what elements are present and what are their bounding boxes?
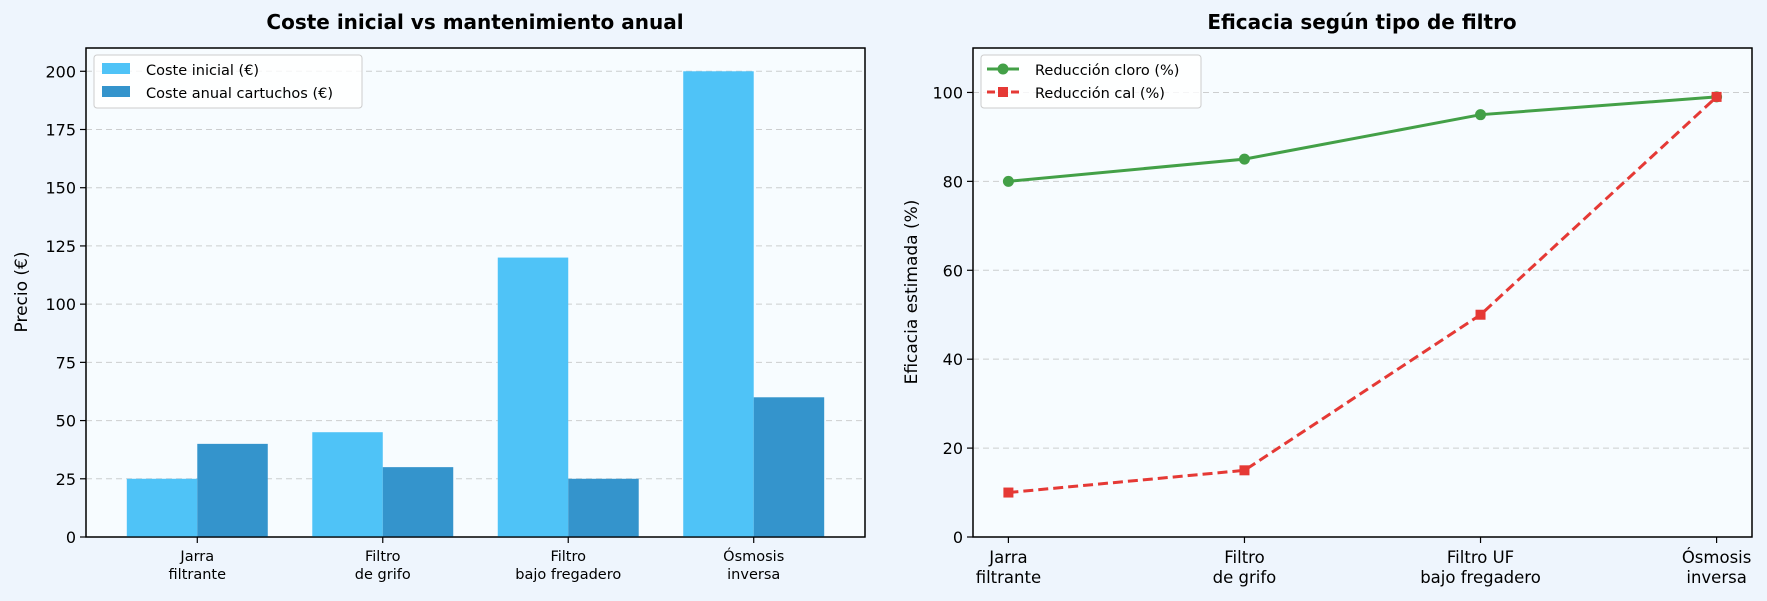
cost-y-tick-label: 125 — [45, 237, 76, 256]
legend-label-limescale: Reducción cal (%) — [1035, 86, 1165, 102]
efficacy-y-tick-label: 20 — [943, 439, 963, 458]
cost-x-tick-label: Filtro — [365, 549, 401, 565]
initial-cost-bar — [312, 432, 383, 537]
cost-x-tick-label: filtrante — [169, 567, 227, 583]
limescale-point — [1239, 465, 1250, 476]
efficacy-y-tick-label: 40 — [943, 350, 963, 369]
cost-x-tick-label: Jarra — [179, 549, 214, 565]
cost-x-tick-label: bajo fregadero — [515, 567, 621, 583]
efficacy-x-tick-label: Ósmosis — [1682, 548, 1752, 567]
cost-bars — [126, 71, 825, 538]
initial-cost-bar — [683, 71, 754, 538]
efficacy-plot-area — [972, 47, 1753, 538]
efficacy-chart-title: Eficacia según tipo de filtro — [1207, 10, 1516, 34]
cost-y-tick-label: 50 — [56, 412, 76, 431]
cost-chart-title: Coste inicial vs mantenimiento anual — [266, 10, 683, 34]
cost-y-tick-label: 25 — [56, 470, 76, 489]
efficacy-y-tick-label: 60 — [943, 261, 963, 280]
chlorine-point — [1238, 153, 1250, 165]
limescale-series-line — [1008, 95, 1718, 495]
cost-y-tick-label: 0 — [66, 528, 76, 547]
cost-x-tick-label: Ósmosis — [723, 547, 784, 565]
chlorine-point — [1475, 109, 1487, 121]
efficacy-legend: Reducción cloro (%) Reducción cal (%) — [980, 54, 1202, 109]
efficacy-x-tick-label: Filtro UF — [1447, 548, 1514, 567]
annual-cost-bar — [568, 478, 639, 537]
efficacy-x-tick-label: Jarra — [988, 548, 1027, 567]
legend-label-chlorine: Reducción cloro (%) — [1035, 63, 1179, 79]
legend-marker-limescale — [998, 87, 1008, 97]
legend-label-initial-cost: Coste inicial (€) — [146, 63, 259, 79]
limescale-point — [1003, 487, 1014, 498]
cost-x-tick-label: inversa — [727, 567, 780, 583]
chlorine-point — [1002, 175, 1014, 187]
efficacy-y-tick-label: 100 — [932, 83, 963, 102]
efficacy-x-tick-label: bajo fregadero — [1420, 568, 1541, 587]
cost-y-tick-label: 75 — [56, 353, 76, 372]
initial-cost-bar — [126, 478, 198, 537]
legend-swatch-initial-cost — [102, 63, 130, 74]
cost-x-tick-label: Filtro — [550, 549, 586, 565]
cost-legend: Coste inicial (€) Coste anual cartuchos … — [93, 54, 363, 109]
cost-legend-box — [93, 54, 363, 109]
cost-y-ticks: 0 25 50 75 100 125 150 175 200 — [45, 62, 86, 547]
limescale-point — [1711, 91, 1722, 102]
limescale-point — [1475, 309, 1486, 320]
efficacy-y-axis-label: Eficacia estimada (%) — [902, 200, 922, 385]
cost-y-tick-label: 200 — [45, 62, 76, 81]
efficacy-y-ticks: 0 20 40 60 80 100 — [932, 83, 973, 547]
efficacy-x-tick-label: inversa — [1686, 568, 1746, 587]
legend-marker-chlorine — [997, 63, 1009, 75]
legend-swatch-annual-cost — [102, 86, 130, 97]
efficacy-x-tick-label: de grifo — [1213, 568, 1277, 587]
efficacy-x-tick-label: Filtro — [1224, 548, 1264, 567]
cost-bar-chart: 0 25 50 75 100 125 150 175 200 Jarra filtrante Fil… — [12, 10, 866, 583]
legend-label-annual-cost: Coste anual cartuchos (€) — [146, 86, 333, 102]
cost-plot-frame — [85, 47, 866, 538]
efficacy-x-tick-label: filtrante — [976, 568, 1041, 587]
efficacy-plot-frame — [972, 47, 1753, 538]
annual-cost-bar — [382, 467, 454, 537]
annual-cost-bar — [197, 443, 268, 537]
annual-cost-bar — [753, 397, 825, 537]
efficacy-lines — [1002, 91, 1723, 498]
efficacy-y-tick-label: 0 — [953, 528, 963, 547]
initial-cost-bar — [497, 257, 569, 537]
cost-x-ticks: Jarra filtrante Filtro de grifo Filtro bajo f… — [169, 537, 784, 583]
cost-y-tick-label: 150 — [45, 179, 76, 198]
efficacy-legend-box — [980, 54, 1202, 109]
cost-x-tick-label: de grifo — [355, 567, 411, 583]
cost-y-tick-label: 100 — [45, 295, 76, 314]
cost-y-axis-label: Precio (€) — [12, 252, 32, 333]
cost-y-tick-label: 175 — [45, 121, 76, 140]
chlorine-series-line — [1008, 95, 1717, 183]
efficacy-y-tick-label: 80 — [943, 172, 963, 191]
